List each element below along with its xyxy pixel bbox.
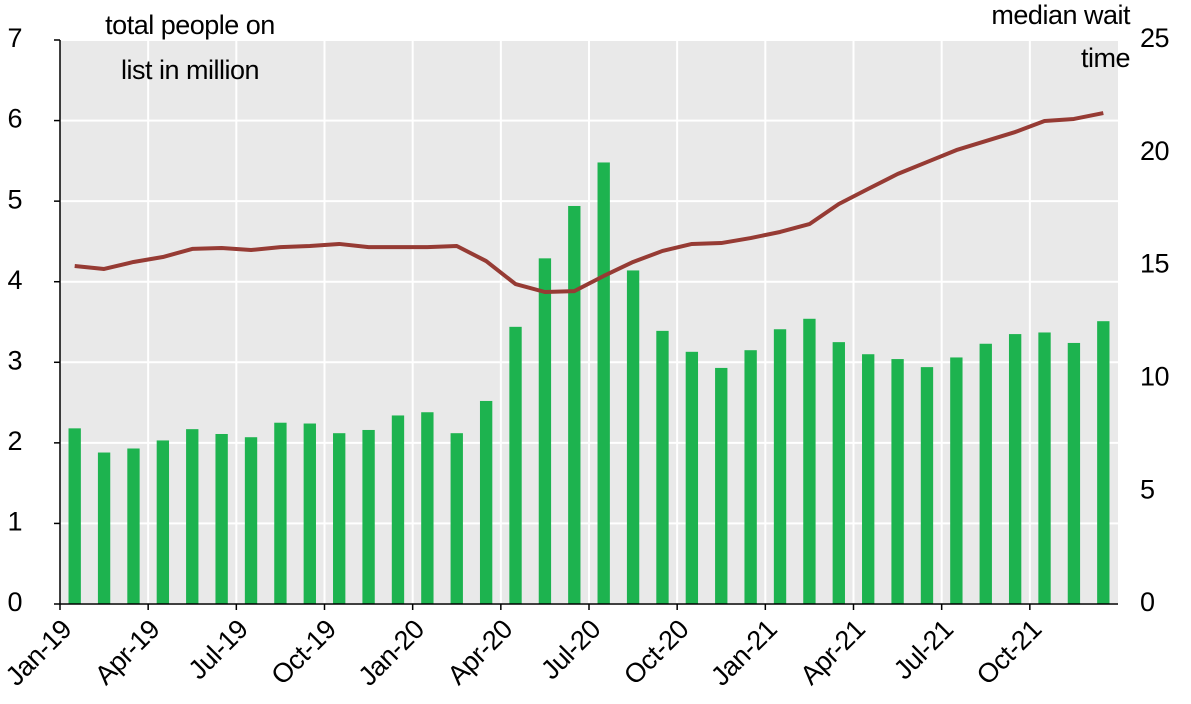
bar (450, 433, 463, 604)
bar (832, 342, 845, 604)
y-axis-title: list in million (121, 55, 259, 85)
x-tick-label: Oct-20 (618, 614, 694, 690)
y2-tick-label: 25 (1140, 23, 1169, 53)
x-tick-label: Apr-19 (89, 614, 165, 690)
y-tick-label: 3 (7, 345, 22, 375)
bar (215, 433, 228, 604)
line (74, 111, 1104, 294)
y-tick-label: 1 (7, 507, 22, 537)
bar (479, 400, 493, 604)
y-tick-label: 5 (7, 184, 22, 214)
bar (803, 318, 816, 604)
bar (950, 357, 963, 604)
bar (333, 433, 346, 604)
bar (744, 350, 757, 604)
bar (656, 330, 669, 604)
y-tick-label: 6 (7, 104, 22, 134)
bar (773, 329, 787, 604)
y-tick-label: 0 (7, 587, 22, 617)
bar (127, 448, 140, 604)
x-tick-label: Jul-19 (183, 614, 254, 685)
bar (186, 429, 199, 604)
x-tick-label: Jan-20 (352, 614, 429, 691)
x-tick-label: Jan-19 (0, 614, 77, 691)
bar (626, 270, 640, 604)
y2-tick-label: 10 (1140, 362, 1169, 392)
y2-axis-title: time (1081, 43, 1130, 73)
y-axis-title: total people on (105, 10, 275, 40)
bar (538, 258, 552, 604)
bar (391, 415, 405, 604)
bar (1008, 334, 1022, 604)
y-tick-label: 4 (7, 265, 22, 295)
y2-tick-label: 20 (1140, 136, 1169, 166)
bar (274, 422, 287, 604)
bar (920, 367, 934, 604)
bar (862, 354, 875, 604)
bar (97, 452, 111, 604)
y2-tick-label: 5 (1140, 474, 1155, 504)
x-tick-label: Jul-20 (535, 614, 606, 685)
bar (156, 440, 170, 604)
x-tick-label: Jan-21 (705, 614, 782, 691)
x-tick-label: Jul-21 (888, 614, 959, 685)
y-tick-label: 2 (7, 426, 22, 456)
y2-tick-label: 0 (1140, 587, 1155, 617)
bar (68, 428, 81, 604)
bar (715, 367, 728, 604)
bar (1067, 342, 1081, 604)
bar (597, 162, 610, 604)
bar (509, 326, 522, 604)
x-tick-label: Oct-19 (265, 614, 341, 690)
bar (303, 423, 316, 604)
y2-tick-label: 15 (1140, 249, 1169, 279)
x-tick-label: Apr-20 (442, 614, 518, 690)
bar (421, 412, 434, 604)
bar (568, 205, 581, 604)
bar (362, 429, 375, 604)
bar (1097, 321, 1110, 604)
y-tick-label: 7 (7, 23, 22, 53)
x-tick-label: Apr-21 (794, 614, 870, 690)
bar (244, 437, 258, 604)
bar (979, 343, 992, 604)
bar (685, 351, 699, 604)
y2-axis-title: median wait (991, 0, 1131, 30)
bar (1038, 332, 1051, 604)
bar (891, 359, 904, 604)
x-tick-label: Oct-21 (971, 614, 1047, 690)
